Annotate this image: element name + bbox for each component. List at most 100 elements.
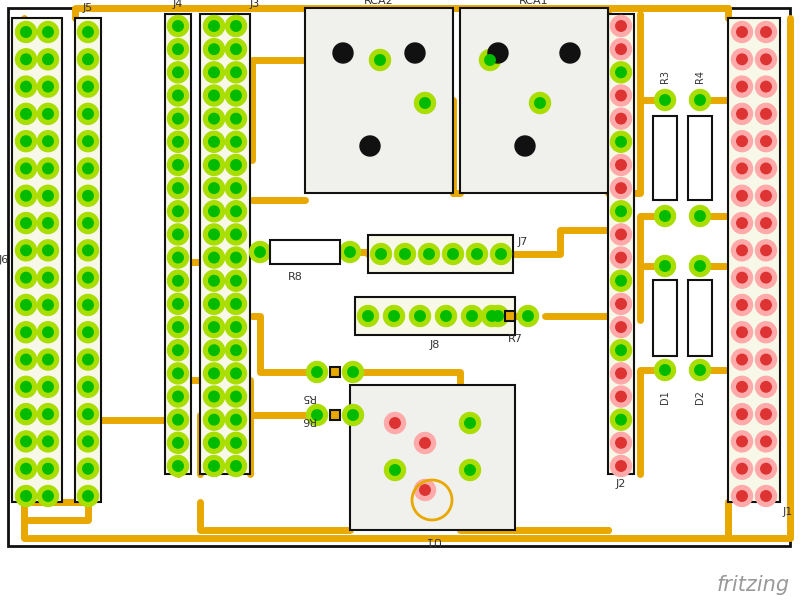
Circle shape	[348, 410, 358, 420]
Circle shape	[167, 293, 189, 314]
Text: J1: J1	[783, 507, 794, 517]
Circle shape	[737, 54, 747, 65]
Circle shape	[173, 437, 183, 448]
Circle shape	[78, 240, 98, 261]
Circle shape	[465, 418, 475, 428]
Circle shape	[731, 431, 753, 452]
Bar	[330, 410, 340, 420]
Circle shape	[38, 22, 58, 43]
Circle shape	[209, 183, 219, 193]
Text: J6: J6	[0, 255, 9, 265]
Circle shape	[15, 267, 37, 288]
Circle shape	[610, 386, 631, 407]
Circle shape	[173, 368, 183, 379]
Circle shape	[21, 463, 31, 474]
Circle shape	[737, 245, 747, 256]
Text: J7: J7	[518, 237, 528, 247]
Circle shape	[226, 131, 246, 152]
Circle shape	[203, 178, 225, 199]
Circle shape	[203, 433, 225, 454]
Circle shape	[610, 154, 631, 175]
Circle shape	[731, 458, 753, 479]
Circle shape	[690, 359, 710, 380]
Circle shape	[226, 224, 246, 245]
Circle shape	[370, 244, 391, 265]
Circle shape	[226, 317, 246, 338]
Circle shape	[167, 62, 189, 83]
Circle shape	[490, 244, 511, 265]
Circle shape	[173, 21, 183, 31]
Circle shape	[203, 38, 225, 59]
Circle shape	[660, 95, 670, 105]
Circle shape	[405, 43, 425, 63]
Circle shape	[203, 62, 225, 83]
Circle shape	[306, 404, 327, 425]
Bar	[688, 116, 712, 200]
Circle shape	[610, 270, 631, 291]
Circle shape	[38, 322, 58, 343]
Circle shape	[610, 201, 631, 222]
Circle shape	[42, 409, 54, 419]
Text: R8: R8	[287, 272, 302, 282]
Circle shape	[15, 76, 37, 97]
Circle shape	[418, 244, 439, 265]
Circle shape	[226, 247, 246, 268]
Circle shape	[737, 109, 747, 119]
Circle shape	[755, 76, 777, 97]
Circle shape	[42, 245, 54, 256]
Circle shape	[731, 349, 753, 370]
Circle shape	[167, 178, 189, 199]
Circle shape	[167, 154, 189, 175]
Circle shape	[173, 345, 183, 355]
Circle shape	[616, 368, 626, 379]
Circle shape	[82, 436, 94, 446]
Text: R3: R3	[660, 70, 670, 83]
Circle shape	[78, 267, 98, 288]
Circle shape	[616, 229, 626, 239]
Circle shape	[167, 247, 189, 268]
Circle shape	[78, 103, 98, 124]
Circle shape	[488, 43, 508, 63]
Circle shape	[616, 345, 626, 355]
Circle shape	[78, 158, 98, 179]
Circle shape	[203, 455, 225, 476]
Circle shape	[616, 275, 626, 286]
Circle shape	[226, 178, 246, 199]
Circle shape	[755, 240, 777, 261]
Circle shape	[755, 212, 777, 233]
Bar	[368, 235, 513, 273]
Circle shape	[209, 90, 219, 101]
Circle shape	[737, 382, 747, 392]
Circle shape	[731, 103, 753, 124]
Circle shape	[610, 62, 631, 83]
Bar	[688, 280, 712, 356]
Circle shape	[230, 415, 242, 425]
Circle shape	[761, 82, 771, 92]
Circle shape	[731, 322, 753, 343]
Circle shape	[230, 461, 242, 471]
Circle shape	[694, 365, 706, 375]
Bar	[505, 311, 515, 321]
Circle shape	[493, 311, 503, 321]
Circle shape	[42, 82, 54, 92]
Circle shape	[731, 158, 753, 179]
Circle shape	[42, 491, 54, 501]
Circle shape	[654, 89, 675, 110]
Circle shape	[167, 386, 189, 407]
Bar	[165, 14, 191, 474]
Circle shape	[230, 253, 242, 263]
Circle shape	[761, 27, 771, 37]
Circle shape	[21, 163, 31, 174]
Circle shape	[755, 267, 777, 288]
Circle shape	[731, 76, 753, 97]
Circle shape	[737, 491, 747, 501]
Circle shape	[230, 67, 242, 77]
Circle shape	[462, 305, 482, 326]
Circle shape	[78, 49, 98, 70]
Circle shape	[755, 485, 777, 506]
Bar	[305, 8, 453, 193]
Circle shape	[690, 205, 710, 226]
Circle shape	[15, 376, 37, 397]
Circle shape	[21, 491, 31, 501]
Circle shape	[737, 191, 747, 201]
